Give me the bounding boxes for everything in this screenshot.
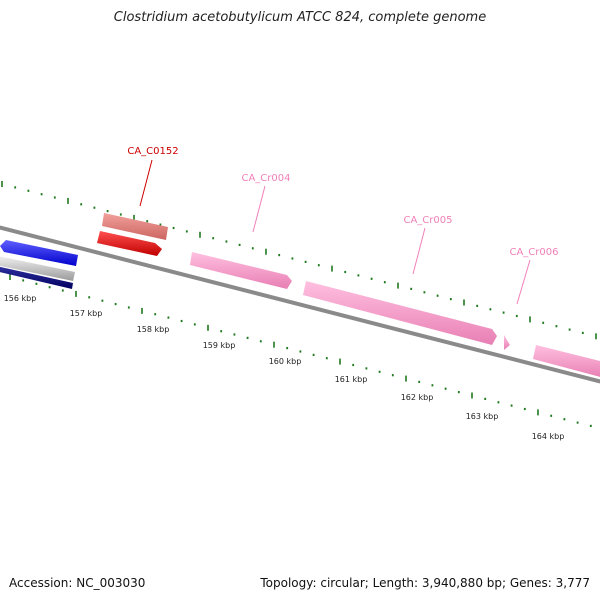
scale-label-162: 162 kbp bbox=[401, 393, 434, 402]
accession-text: Accession: NC_003030 bbox=[9, 576, 146, 590]
scale-label-157: 157 kbp bbox=[70, 309, 103, 318]
gene-pink-arrow-2[interactable] bbox=[303, 281, 497, 345]
genome-summary-text: Topology: circular; Length: 3,940,880 bp… bbox=[260, 576, 590, 590]
scale-label-159: 159 kbp bbox=[203, 341, 236, 350]
gene-blue-arrow[interactable] bbox=[0, 240, 78, 266]
gene-label-ca-c0152: CA_C0152 bbox=[127, 146, 178, 157]
backbone-line bbox=[0, 225, 600, 384]
leader-ca-c0152 bbox=[139, 159, 153, 207]
lower-tick-row bbox=[9, 274, 592, 427]
gene-pink-arrow-3[interactable] bbox=[533, 345, 600, 378]
scale-label-156: 156 kbp bbox=[4, 294, 37, 303]
scale-label-160: 160 kbp bbox=[269, 357, 302, 366]
gene-gray-bar[interactable] bbox=[0, 256, 75, 281]
gene-label-ca-cr006: CA_Cr006 bbox=[509, 247, 558, 258]
gene-salmon-bar[interactable] bbox=[102, 213, 168, 240]
scale-label-164: 164 kbp bbox=[532, 432, 565, 441]
gene-red-arrow[interactable] bbox=[97, 231, 162, 256]
scale-label-158: 158 kbp bbox=[137, 325, 170, 334]
gene-pink-arrow-1[interactable] bbox=[190, 252, 292, 289]
genome-title: Clostridium acetobutylicum ATCC 824, com… bbox=[113, 10, 487, 25]
gene-label-ca-cr004: CA_Cr004 bbox=[241, 173, 290, 184]
leader-ca-cr006 bbox=[516, 259, 531, 305]
gene-label-ca-cr005: CA_Cr005 bbox=[403, 215, 452, 226]
gene-pink-small[interactable] bbox=[504, 335, 510, 350]
leader-ca-cr005 bbox=[412, 227, 426, 275]
leader-ca-cr004 bbox=[252, 185, 266, 233]
gene-navy-bar[interactable] bbox=[0, 266, 73, 289]
scale-label-161: 161 kbp bbox=[335, 375, 368, 384]
scale-label-163: 163 kbp bbox=[466, 412, 499, 421]
